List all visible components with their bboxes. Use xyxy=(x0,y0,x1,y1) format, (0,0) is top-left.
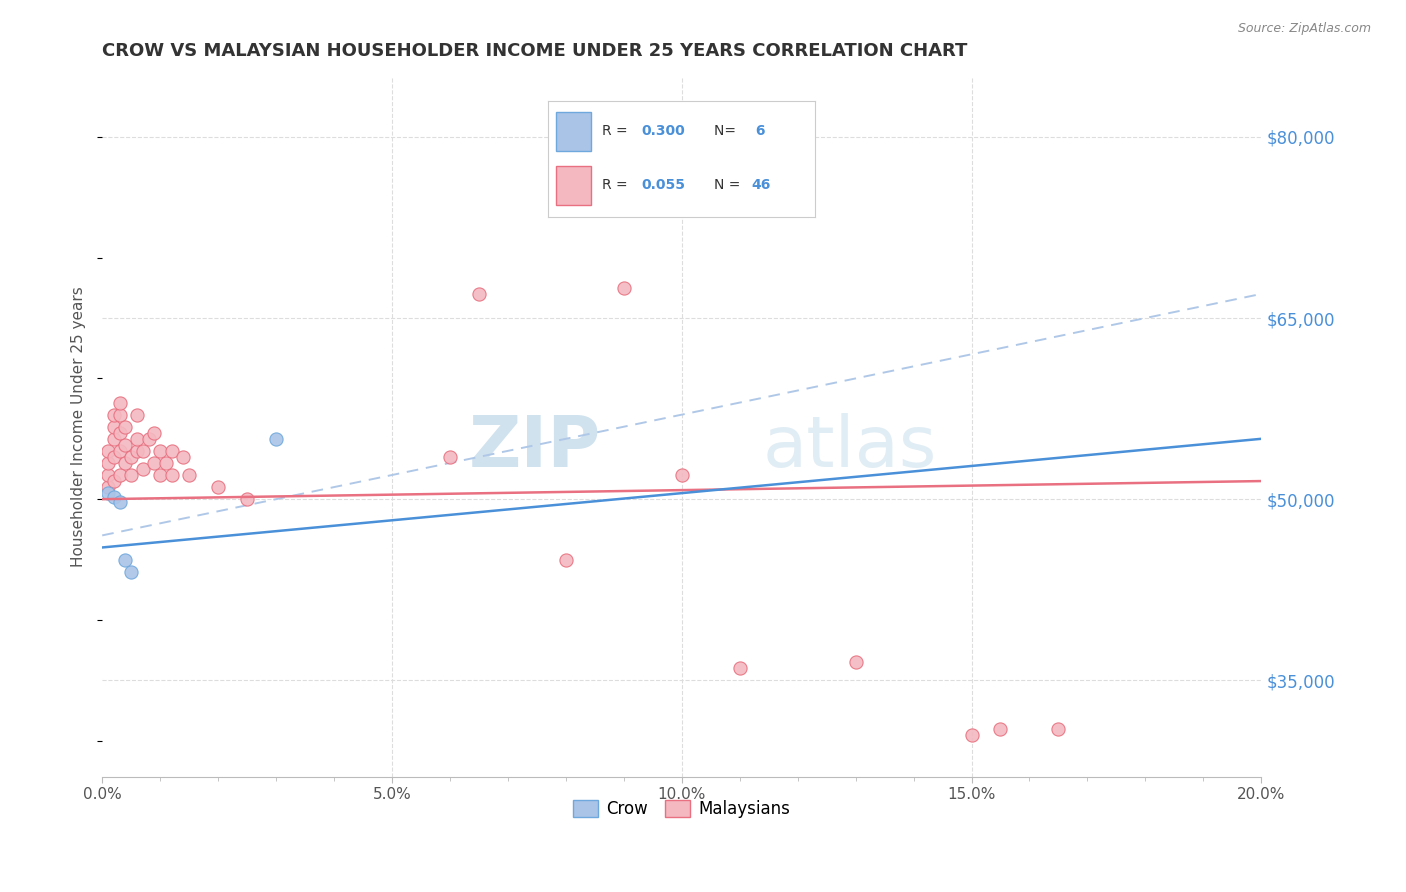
Point xyxy=(143,425,166,440)
Point xyxy=(108,425,131,440)
Point xyxy=(103,450,125,464)
Point xyxy=(114,456,136,470)
Point xyxy=(125,443,148,458)
Text: atlas: atlas xyxy=(763,413,938,483)
Point xyxy=(990,722,1012,736)
Point xyxy=(960,728,983,742)
Point xyxy=(108,408,131,422)
Point xyxy=(108,395,131,409)
Point xyxy=(114,419,136,434)
Point xyxy=(138,432,160,446)
Point xyxy=(439,450,461,464)
Point xyxy=(103,419,125,434)
Point xyxy=(671,468,693,483)
Legend: Crow, Malaysians: Crow, Malaysians xyxy=(567,793,797,824)
Point xyxy=(149,468,172,483)
Point xyxy=(554,552,576,566)
Point xyxy=(179,468,201,483)
Point xyxy=(143,456,166,470)
Point xyxy=(1047,722,1070,736)
Point xyxy=(149,443,172,458)
Point xyxy=(108,494,131,508)
Point xyxy=(155,456,177,470)
Point xyxy=(728,661,751,675)
Point xyxy=(97,480,120,494)
Point xyxy=(172,450,194,464)
Text: Source: ZipAtlas.com: Source: ZipAtlas.com xyxy=(1237,22,1371,36)
Point xyxy=(613,281,636,295)
Y-axis label: Householder Income Under 25 years: Householder Income Under 25 years xyxy=(72,286,86,567)
Point xyxy=(103,474,125,488)
Point xyxy=(160,443,183,458)
Point xyxy=(97,468,120,483)
Text: CROW VS MALAYSIAN HOUSEHOLDER INCOME UNDER 25 YEARS CORRELATION CHART: CROW VS MALAYSIAN HOUSEHOLDER INCOME UND… xyxy=(103,42,967,60)
Point xyxy=(125,432,148,446)
Point xyxy=(103,408,125,422)
Point xyxy=(264,432,287,446)
Point xyxy=(125,408,148,422)
Point xyxy=(103,490,125,504)
Point xyxy=(108,468,131,483)
Point xyxy=(845,655,868,669)
Point xyxy=(97,456,120,470)
Point xyxy=(132,462,155,476)
Point xyxy=(97,443,120,458)
Point xyxy=(114,552,136,566)
Text: ZIP: ZIP xyxy=(468,413,600,483)
Point xyxy=(97,486,120,500)
Point xyxy=(468,287,491,301)
Point xyxy=(236,492,259,507)
Point xyxy=(120,565,142,579)
Point xyxy=(103,432,125,446)
Point xyxy=(120,450,142,464)
Point xyxy=(120,468,142,483)
Point xyxy=(108,443,131,458)
Point xyxy=(114,438,136,452)
Point xyxy=(207,480,229,494)
Point xyxy=(160,468,183,483)
Point xyxy=(132,443,155,458)
